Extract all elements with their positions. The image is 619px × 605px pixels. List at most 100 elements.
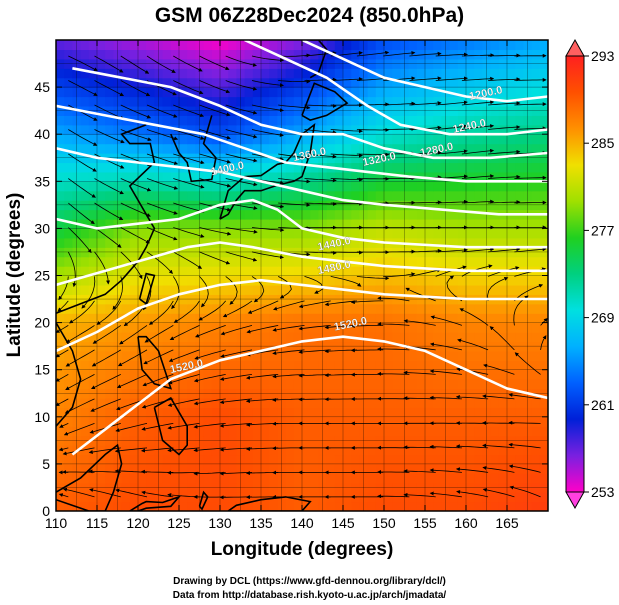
streamline [94, 55, 124, 73]
heatmap-cell [416, 463, 426, 474]
heatmap-cell [531, 454, 541, 465]
heatmap-cell [384, 332, 393, 343]
heatmap-cell [113, 77, 123, 88]
heatmap-cell [72, 190, 82, 201]
heatmap-cell [277, 87, 287, 98]
heatmap-cell [179, 501, 188, 511]
heatmap-cell [334, 266, 344, 277]
heatmap-cell [384, 190, 393, 201]
heatmap-cell [408, 134, 418, 145]
heatmap-cell [129, 266, 139, 277]
heatmap-cell [449, 332, 459, 343]
heatmap-cell [375, 266, 385, 277]
heatmap-cell [203, 350, 213, 361]
heatmap-cell [326, 397, 336, 408]
heatmap-cell [425, 190, 434, 201]
heatmap-cell [293, 171, 303, 182]
heatmap-cell [113, 416, 123, 427]
heatmap-cell [261, 134, 270, 145]
heatmap-cell [351, 473, 360, 484]
heatmap-cell [359, 237, 369, 248]
heatmap-cell [121, 256, 131, 267]
heatmap-cell [507, 416, 516, 427]
heatmap-cell [507, 218, 516, 229]
heatmap-cell [179, 426, 188, 437]
heatmap-cell [293, 247, 303, 258]
heatmap-cell [384, 303, 393, 314]
streamline [173, 55, 203, 72]
heatmap-cell [507, 256, 516, 267]
heatmap-cell [359, 200, 369, 211]
heatmap-cell [64, 454, 73, 465]
heatmap-cell [236, 237, 246, 248]
heatmap-cell [211, 115, 221, 126]
heatmap-cell [154, 162, 164, 173]
heatmap-cell [449, 40, 459, 51]
heatmap-cell [72, 181, 82, 192]
heatmap-cell [293, 237, 303, 248]
heatmap-cell [113, 294, 123, 305]
heatmap-cell [318, 379, 328, 390]
heatmap-cell [515, 87, 524, 98]
heatmap-cell [310, 397, 319, 408]
heatmap-cell [220, 77, 229, 88]
heatmap-cell [334, 463, 344, 474]
heatmap-cell [457, 416, 467, 427]
heatmap-cell [400, 162, 410, 173]
heatmap-cell [56, 247, 65, 258]
heatmap-cell [80, 416, 90, 427]
heatmap-cell [105, 237, 114, 248]
heatmap-cell [375, 115, 385, 126]
heatmap-cell [466, 416, 475, 427]
heatmap-cell [334, 49, 344, 60]
heatmap-cell [113, 124, 123, 135]
heatmap-cell [392, 492, 401, 503]
heatmap-cell [318, 153, 328, 164]
heatmap-cell [310, 115, 319, 126]
heatmap-cell [359, 388, 369, 399]
heatmap-cell [539, 341, 548, 352]
heatmap-cell [523, 454, 533, 465]
heatmap-cell [523, 435, 533, 446]
heatmap-cell [195, 115, 205, 126]
heatmap-cell [359, 482, 369, 493]
heatmap-cell [228, 426, 237, 437]
heatmap-cell [203, 397, 213, 408]
heatmap-cell [400, 200, 410, 211]
heatmap-cell [88, 124, 98, 135]
heatmap-cell [400, 256, 410, 267]
heatmap-cell [170, 379, 180, 390]
heatmap-cell [261, 379, 270, 390]
heatmap-cell [523, 237, 533, 248]
heatmap-cell [211, 426, 221, 437]
streamline [435, 199, 468, 204]
heatmap-cell [236, 209, 246, 220]
heatmap-cell [105, 322, 114, 333]
heatmap-cell [523, 190, 533, 201]
heatmap-cell [441, 40, 451, 51]
heatmap-cell [343, 379, 352, 390]
heatmap-cell [277, 266, 287, 277]
heatmap-cell [425, 332, 434, 343]
heatmap-cell [531, 237, 541, 248]
heatmap-cell [408, 473, 418, 484]
streamline [146, 178, 179, 190]
heatmap-cell [72, 322, 82, 333]
heatmap-cell [441, 228, 451, 239]
heatmap-cell [507, 87, 516, 98]
heatmap-cell [56, 407, 65, 418]
heatmap-cell [228, 350, 237, 361]
streamline [173, 153, 205, 165]
heatmap-cell [334, 341, 344, 352]
heatmap-cell [261, 313, 270, 324]
heatmap-cell [531, 115, 541, 126]
heatmap-cell [482, 473, 492, 484]
heatmap-cell [375, 96, 385, 107]
heatmap-cell [441, 143, 451, 154]
heatmap-cell [507, 153, 516, 164]
heatmap-cell [466, 143, 475, 154]
streamline [278, 178, 311, 184]
heatmap-cell [425, 256, 434, 267]
heatmap-cell [326, 501, 336, 511]
heatmap-cell [457, 218, 467, 229]
